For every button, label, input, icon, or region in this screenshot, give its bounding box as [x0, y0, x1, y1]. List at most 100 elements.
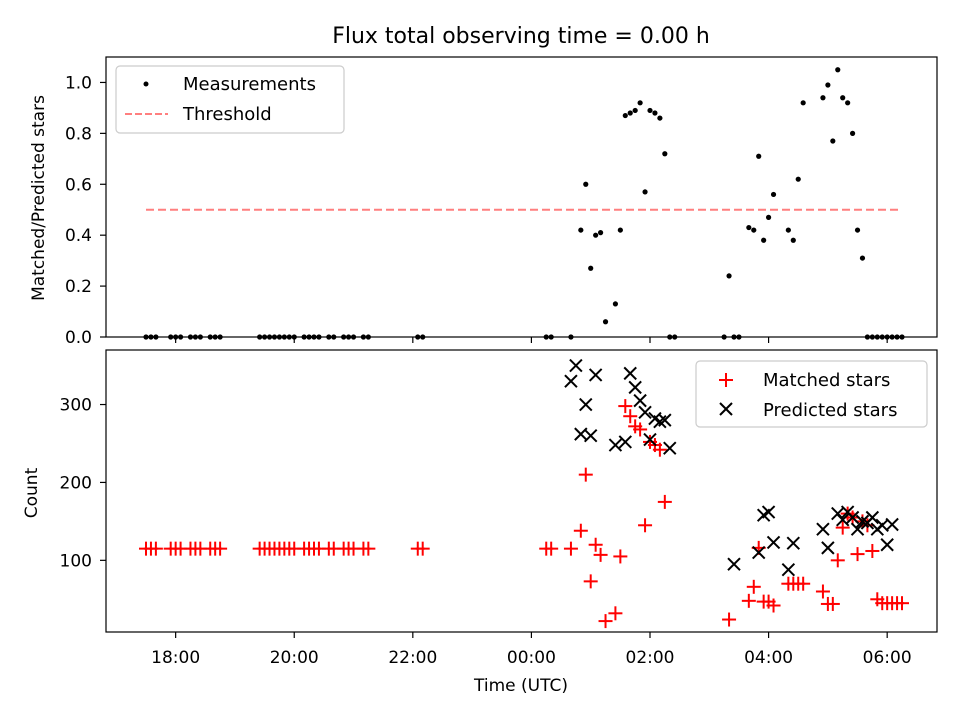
top-y-tick-label: 0.0: [65, 328, 92, 348]
bottom-legend-box: [695, 360, 928, 428]
x-tick-label: 02:00: [626, 648, 675, 668]
top-x-ticks: [175, 337, 888, 343]
measurement-point: [795, 176, 801, 182]
matched-star-point: [361, 541, 376, 556]
top-y-ticks: 0.0 0.2 0.4 0.6 0.8 1.0: [65, 73, 106, 348]
top-y-axis-label: Matched/Predicted stars: [29, 95, 49, 301]
predicted-star-point: [658, 413, 672, 427]
matched-star-point: [608, 606, 623, 621]
measurement-point: [765, 214, 772, 220]
matched-star-point: [722, 612, 737, 627]
matched-star-point: [746, 579, 761, 594]
matched-star-point: [633, 422, 648, 437]
predicted-star-point: [850, 522, 865, 536]
measurement-point: [622, 112, 628, 119]
bottom-x-ticks: 18:00 20:00 22:00 00:00 02:00 04:00 06:00: [151, 632, 912, 668]
matched-star-point: [865, 543, 880, 558]
matched-star-point: [623, 409, 638, 424]
measurement-point: [602, 319, 609, 325]
matched-star-point: [563, 541, 578, 556]
measurement-point: [652, 110, 658, 116]
measurement-point: [830, 138, 836, 144]
matched-star-point: [850, 547, 865, 562]
measurement-point: [859, 255, 866, 261]
predicted-star-point: [663, 441, 677, 455]
measurement-point: [647, 107, 653, 114]
measurement-point: [761, 237, 767, 243]
bottom-axes-frame: [105, 349, 938, 633]
x-tick-label: 00:00: [507, 648, 556, 668]
predicted-star-point: [583, 428, 598, 443]
matched-star-point: [652, 442, 667, 457]
bottom-y-tick-label: 300: [60, 396, 92, 416]
predicted-star-point: [579, 397, 593, 412]
top-legend-box: [115, 65, 345, 134]
matched-star-point: [830, 553, 845, 568]
predicted-star-point: [885, 517, 899, 532]
matched-star-point: [598, 614, 613, 629]
measurement-point: [756, 153, 762, 159]
measurement-point: [800, 100, 806, 106]
predicted-star-point: [569, 358, 583, 373]
x-axis-label: Time (UTC): [473, 676, 568, 696]
matched-star-point: [796, 576, 811, 591]
measurement-point: [578, 227, 584, 233]
predicted-star-point: [564, 374, 578, 388]
legend-predicted-marker: [719, 402, 733, 416]
predicted-star-point: [628, 380, 642, 395]
predicted-star-point: [618, 435, 633, 449]
bottom-y-ticks: 100 200 300: [60, 396, 106, 571]
legend-matched-label: Matched stars: [763, 370, 890, 391]
measurement-point: [845, 100, 851, 106]
matched-star-point: [573, 523, 588, 538]
top-y-tick-label: 0.8: [65, 124, 92, 144]
top-y-tick-label: 0.4: [65, 226, 92, 246]
top-y-tick-label: 0.2: [65, 277, 92, 297]
predicted-star-point: [835, 513, 850, 527]
matched-star-point: [766, 598, 781, 613]
x-tick-label: 20:00: [270, 648, 319, 668]
measurement-point: [617, 227, 623, 233]
measurement-point: [790, 237, 796, 243]
predicted-star-point: [643, 432, 657, 447]
predicted-star-point: [608, 438, 623, 452]
matched-star-point: [578, 467, 593, 482]
legend-measurements-marker: [143, 81, 149, 87]
measurement-point: [854, 227, 861, 233]
top-y-tick-label: 0.6: [65, 175, 92, 195]
bottom-plot-area: [139, 358, 909, 629]
matched-star-point: [638, 518, 653, 533]
bottom-y-tick-label: 200: [60, 473, 92, 493]
chart-title: Flux total observing time = 0.00 h: [332, 24, 710, 49]
top-axes-frame: [105, 56, 938, 338]
predicted-star-point: [816, 522, 830, 536]
measurement-point: [612, 301, 619, 307]
measurement-point: [820, 95, 826, 101]
matched-star-point: [213, 541, 228, 556]
measurement-point: [835, 67, 841, 73]
matched-star-point: [588, 537, 603, 552]
matched-star-point: [613, 549, 628, 564]
top-legend: Measurements Threshold: [115, 65, 345, 134]
matched-star-point: [835, 520, 850, 535]
measurement-point: [849, 130, 856, 136]
matched-star-point: [148, 541, 163, 556]
predicted-star-point: [766, 535, 781, 550]
measurement-point: [662, 151, 668, 157]
measurement-point: [597, 230, 604, 236]
predicted-star-point: [638, 405, 652, 420]
x-tick-label: 06:00: [863, 648, 912, 668]
measurement-point: [588, 265, 594, 271]
legend-threshold-label: Threshold: [182, 104, 272, 125]
predicted-star-point: [865, 510, 880, 525]
legend-predicted-label: Predicted stars: [763, 400, 897, 421]
measurement-point: [726, 273, 732, 279]
measurement-point: [583, 181, 589, 187]
measurement-point: [593, 232, 599, 238]
measurement-point: [840, 95, 846, 101]
predicted-star-point: [653, 414, 667, 429]
measurement-point: [642, 189, 648, 195]
measurement-point: [825, 82, 831, 88]
legend-matched-marker: [719, 373, 733, 387]
